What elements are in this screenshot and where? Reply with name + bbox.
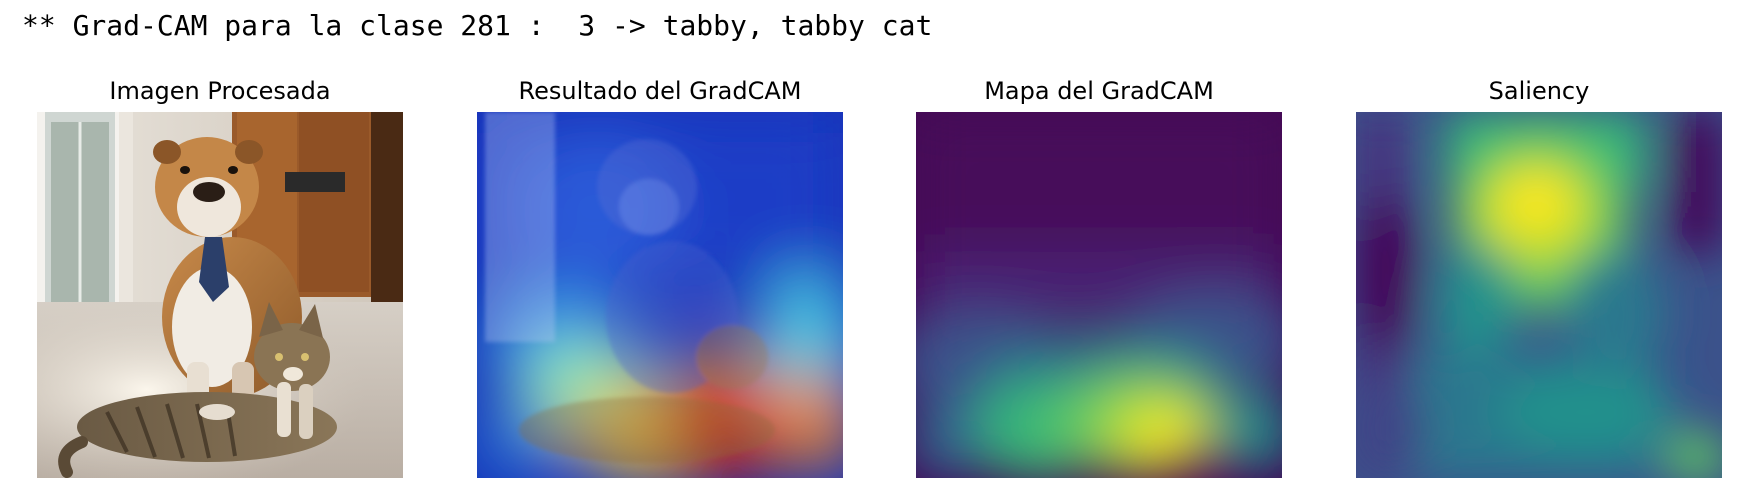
output-header-text: ** Grad-CAM para la clase 281 : 3 -> tab… — [22, 9, 933, 42]
gradcam-map-title: Mapa del GradCAM — [984, 77, 1214, 105]
saliency-title: Saliency — [1488, 77, 1590, 105]
processed-image — [37, 112, 403, 478]
gradcam-map-panel: Mapa del GradCAM — [916, 74, 1282, 478]
processed-image-title: Imagen Procesada — [109, 77, 331, 105]
saliency-panel: Saliency — [1356, 74, 1722, 478]
gradcam-result-title: Resultado del GradCAM — [518, 77, 802, 105]
saliency-image — [1356, 112, 1722, 478]
gradcam-result-panel: Resultado del GradCAM — [477, 74, 843, 478]
processed-image-panel: Imagen Procesada — [37, 74, 403, 478]
gradcam-map-image — [916, 112, 1282, 478]
gradcam-result-image — [477, 112, 843, 478]
